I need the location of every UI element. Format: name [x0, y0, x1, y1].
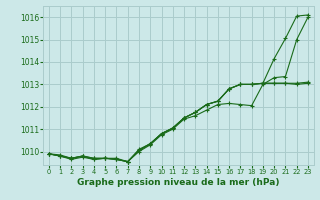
X-axis label: Graphe pression niveau de la mer (hPa): Graphe pression niveau de la mer (hPa) — [77, 178, 280, 187]
